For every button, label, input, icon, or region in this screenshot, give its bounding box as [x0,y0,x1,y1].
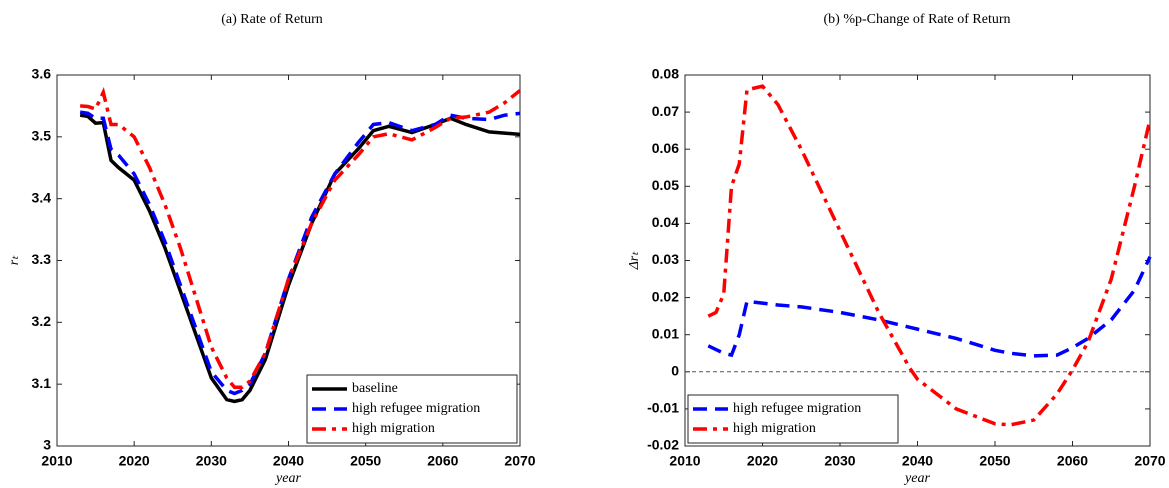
x-tick-label: 2020 [747,453,778,469]
y-tick-label: 0.05 [652,177,679,193]
y-tick-label: 0.02 [652,288,679,304]
x-tick-label: 2070 [504,453,535,469]
x-axis-label: year [274,471,301,486]
x-tick-label: 2040 [902,453,933,469]
legend-label: high migration [733,421,816,436]
y-tick-label: 0.03 [652,251,679,267]
y-tick-label: 3.2 [32,313,52,329]
y-tick-label: 3.3 [32,251,52,267]
y-tick-label: 0 [671,363,679,379]
y-tick-label: 0.07 [652,103,679,119]
series-line [707,256,1152,358]
x-axis-label: year [903,471,930,486]
legend [687,394,899,444]
x-tick-label: 2010 [41,453,72,469]
series-line [80,87,522,390]
y-tick-label: 3.6 [32,66,52,82]
series-line [707,84,1152,427]
x-tick-label: 2050 [350,453,381,469]
x-tick-label: 2060 [427,453,458,469]
legend-label: high refugee migration [352,401,480,416]
x-tick-label: 2040 [273,453,304,469]
y-tick-label: 0.04 [652,214,679,230]
y-tick-label: 0.06 [652,140,679,156]
x-tick-label: 2030 [196,453,227,469]
y-tick-label: 3.4 [32,189,52,205]
y-tick-label: 3.5 [32,128,52,144]
x-tick-label: 2030 [824,453,855,469]
x-tick-label: 2070 [1134,453,1165,469]
x-tick-label: 2020 [119,453,150,469]
legend-label: baseline [352,381,398,396]
y-tick-label: 0.08 [652,66,679,82]
y-tick-label: 0.01 [652,325,679,341]
chart-title: (a) Rate of Return [221,12,322,27]
chart-title: (b) %p-Change of Rate of Return [824,12,1011,27]
legend-label: high refugee migration [733,401,861,416]
y-tick-label: 3.1 [32,375,52,391]
y-tick-label: -0.01 [647,400,679,416]
legend-label: high migration [352,421,435,436]
plot-area [684,74,1151,447]
series-line [79,110,521,396]
x-tick-label: 2060 [1057,453,1088,469]
y-axis-label: rₜ [7,255,22,265]
y-axis-label: Δrₜ [627,251,642,271]
y-tick-label: 3 [43,437,51,453]
y-tick-label: -0.02 [647,437,679,453]
x-tick-label: 2010 [669,453,700,469]
x-tick-label: 2050 [979,453,1010,469]
